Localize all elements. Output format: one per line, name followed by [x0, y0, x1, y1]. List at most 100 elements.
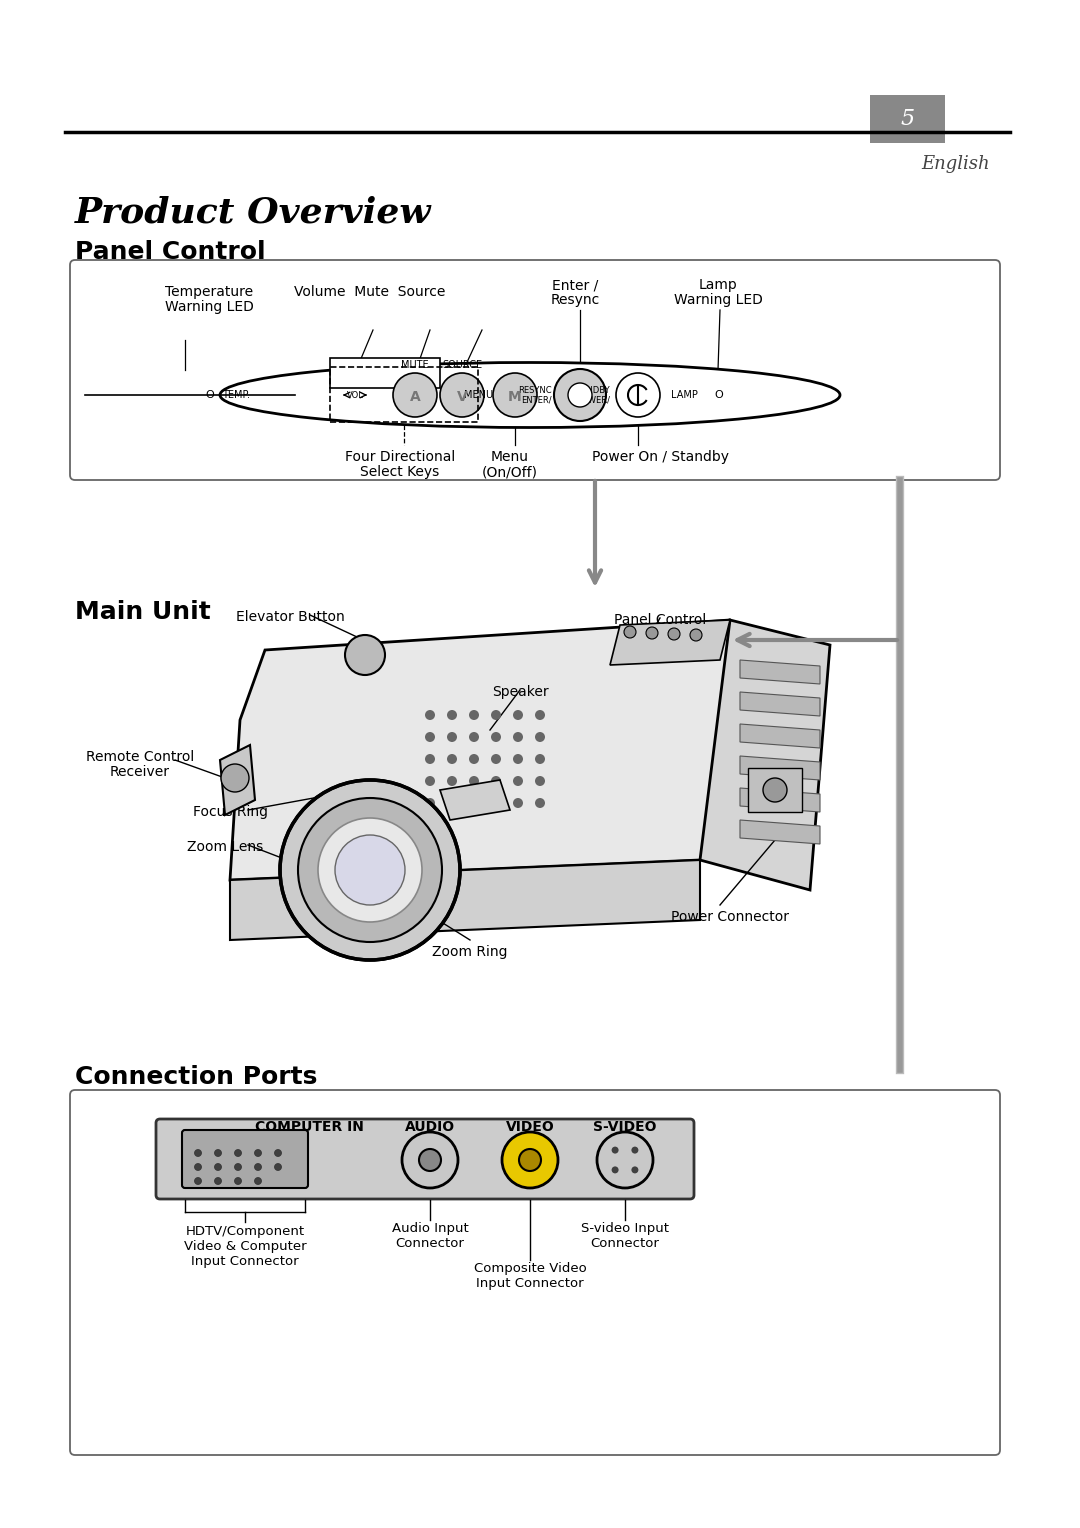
- Circle shape: [274, 1149, 282, 1157]
- Text: Temperature: Temperature: [165, 286, 253, 299]
- Text: MUTE: MUTE: [401, 361, 429, 370]
- Circle shape: [568, 384, 592, 406]
- Circle shape: [535, 732, 545, 743]
- Circle shape: [426, 776, 435, 785]
- Circle shape: [426, 732, 435, 743]
- Circle shape: [513, 732, 523, 743]
- Circle shape: [255, 1178, 261, 1184]
- Text: TEMP.: TEMP.: [222, 390, 249, 400]
- Circle shape: [234, 1163, 242, 1170]
- Circle shape: [440, 373, 484, 417]
- Circle shape: [447, 798, 457, 808]
- Text: 5: 5: [901, 108, 915, 130]
- Circle shape: [646, 626, 658, 639]
- Text: Warning LED: Warning LED: [165, 299, 254, 313]
- Circle shape: [624, 626, 636, 639]
- Circle shape: [632, 1146, 638, 1154]
- Circle shape: [318, 817, 422, 921]
- Circle shape: [535, 776, 545, 785]
- Text: RESYNC: RESYNC: [518, 385, 552, 394]
- Text: Panel Control: Panel Control: [75, 240, 266, 264]
- Circle shape: [491, 776, 501, 785]
- Circle shape: [616, 373, 660, 417]
- Circle shape: [280, 779, 460, 960]
- Circle shape: [215, 1178, 221, 1184]
- Circle shape: [447, 776, 457, 785]
- Text: Select Keys: Select Keys: [361, 465, 440, 478]
- Text: Power Connector: Power Connector: [671, 911, 789, 924]
- Circle shape: [402, 1132, 458, 1187]
- Circle shape: [447, 753, 457, 764]
- Polygon shape: [700, 620, 831, 889]
- Text: S-video Input: S-video Input: [581, 1222, 669, 1235]
- Circle shape: [469, 753, 480, 764]
- Bar: [330, 358, 440, 388]
- Text: ENTER/: ENTER/: [522, 396, 552, 405]
- Text: Video & Computer: Video & Computer: [184, 1241, 307, 1253]
- Text: S-VIDEO: S-VIDEO: [593, 1120, 657, 1134]
- Circle shape: [513, 711, 523, 720]
- Text: Input Connector: Input Connector: [191, 1254, 299, 1268]
- Text: Connection Ports: Connection Ports: [75, 1065, 318, 1089]
- Circle shape: [535, 753, 545, 764]
- Text: MENU: MENU: [464, 390, 492, 400]
- Polygon shape: [740, 724, 820, 749]
- Text: Power On / Standby: Power On / Standby: [592, 451, 729, 465]
- Text: English: English: [921, 154, 990, 173]
- Text: Receiver: Receiver: [110, 766, 170, 779]
- Text: STANDBY: STANDBY: [571, 385, 610, 394]
- Circle shape: [469, 798, 480, 808]
- Polygon shape: [230, 860, 700, 940]
- Circle shape: [426, 798, 435, 808]
- Circle shape: [611, 1166, 619, 1174]
- Circle shape: [492, 373, 537, 417]
- Circle shape: [221, 764, 249, 792]
- Text: LAMP: LAMP: [671, 390, 698, 400]
- Text: Product Overview: Product Overview: [75, 196, 432, 229]
- Circle shape: [690, 630, 702, 642]
- Polygon shape: [740, 692, 820, 717]
- Circle shape: [194, 1163, 202, 1170]
- Text: SOURCE: SOURCE: [442, 361, 482, 370]
- Text: Elevator Button: Elevator Button: [235, 610, 345, 623]
- Text: Input Connector: Input Connector: [476, 1277, 584, 1290]
- Text: AUDIO: AUDIO: [405, 1120, 455, 1134]
- Circle shape: [762, 778, 787, 802]
- Polygon shape: [610, 620, 730, 665]
- Text: Composite Video: Composite Video: [474, 1262, 586, 1274]
- Circle shape: [215, 1149, 221, 1157]
- Text: (On/Off): (On/Off): [482, 465, 538, 478]
- Text: O: O: [205, 390, 214, 400]
- Text: COMPUTER IN: COMPUTER IN: [255, 1120, 364, 1134]
- Text: Volume  Mute  Source: Volume Mute Source: [295, 286, 446, 299]
- Circle shape: [513, 798, 523, 808]
- Circle shape: [335, 834, 405, 905]
- Polygon shape: [740, 756, 820, 779]
- Ellipse shape: [220, 362, 840, 428]
- FancyBboxPatch shape: [870, 95, 945, 144]
- Text: VOL: VOL: [347, 391, 364, 399]
- Text: Zoom Lens: Zoom Lens: [187, 840, 264, 854]
- Circle shape: [519, 1149, 541, 1170]
- Text: Main Unit: Main Unit: [75, 601, 211, 623]
- Circle shape: [491, 711, 501, 720]
- FancyBboxPatch shape: [183, 1131, 308, 1187]
- Text: Warning LED: Warning LED: [674, 293, 762, 307]
- Circle shape: [419, 1149, 441, 1170]
- Text: A: A: [409, 390, 420, 403]
- Circle shape: [345, 636, 384, 675]
- Text: Zoom Ring: Zoom Ring: [432, 944, 508, 960]
- Text: Connector: Connector: [395, 1238, 464, 1250]
- Circle shape: [215, 1163, 221, 1170]
- Text: POWER/: POWER/: [576, 396, 610, 405]
- Text: Menu: Menu: [491, 451, 529, 465]
- Circle shape: [513, 753, 523, 764]
- Circle shape: [194, 1178, 202, 1184]
- Circle shape: [597, 1132, 653, 1187]
- Text: Focus Ring: Focus Ring: [192, 805, 268, 819]
- FancyBboxPatch shape: [70, 260, 1000, 480]
- Circle shape: [255, 1149, 261, 1157]
- Circle shape: [513, 776, 523, 785]
- Circle shape: [469, 732, 480, 743]
- Circle shape: [611, 1146, 619, 1154]
